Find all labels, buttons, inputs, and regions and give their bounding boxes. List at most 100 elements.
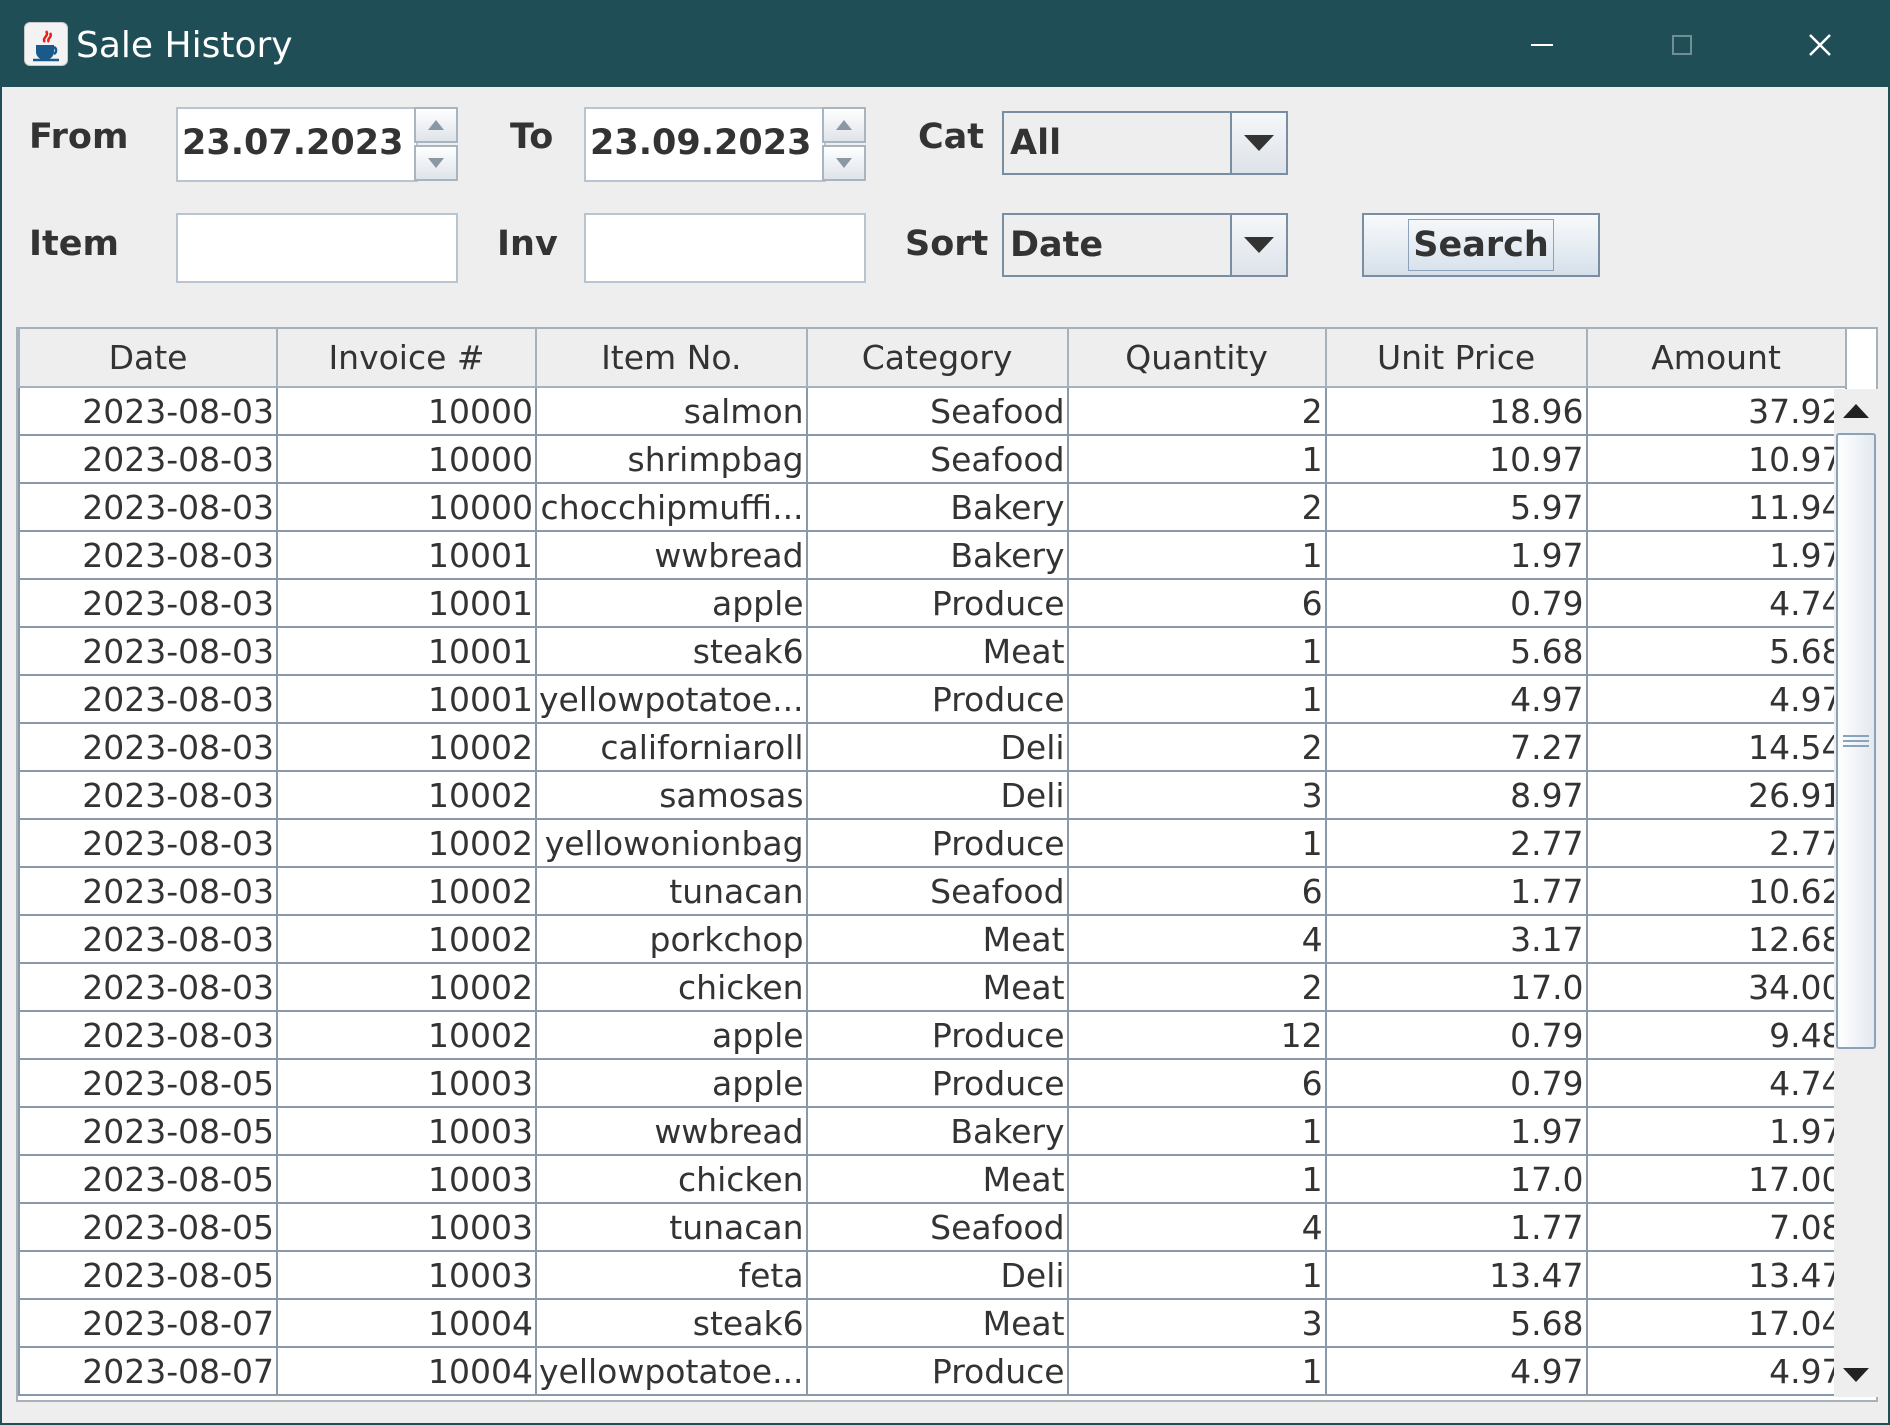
cell-unit-price[interactable]: 1.77 [1324, 1202, 1588, 1252]
to-date-spinner[interactable]: 23.09.2023 [584, 107, 866, 182]
cell-quantity[interactable]: 2 [1066, 962, 1327, 1012]
cell-item-no[interactable]: chicken [535, 1154, 808, 1204]
to-date-value[interactable]: 23.09.2023 [590, 123, 812, 163]
column-header-item-no[interactable]: Item No. [535, 329, 808, 388]
column-header-category[interactable]: Category [805, 329, 1069, 388]
cell-item-no[interactable]: feta [535, 1250, 808, 1300]
cell-category[interactable]: Produce [805, 818, 1069, 868]
table-row[interactable]: 2023-08-03 10000 salmon Seafood 2 18.96 37.92 [18, 386, 1847, 436]
cell-date[interactable]: 2023-08-05 [18, 1154, 278, 1204]
cell-quantity[interactable]: 1 [1066, 434, 1327, 484]
cell-quantity[interactable]: 4 [1066, 914, 1327, 964]
cell-category[interactable]: Produce [805, 578, 1069, 628]
cell-category[interactable]: Bakery [805, 530, 1069, 580]
cell-date[interactable]: 2023-08-07 [18, 1298, 278, 1348]
cell-category[interactable]: Bakery [805, 1106, 1069, 1156]
cell-quantity[interactable]: 2 [1066, 722, 1327, 772]
minimize-button[interactable] [1482, 2, 1602, 87]
cell-quantity[interactable]: 1 [1066, 1250, 1327, 1300]
table-row[interactable]: 2023-08-07 10004 steak6 Meat 3 5.68 17.04 [18, 1298, 1847, 1348]
cell-date[interactable]: 2023-08-05 [18, 1250, 278, 1300]
cell-date[interactable]: 2023-08-03 [18, 674, 278, 724]
cell-category[interactable]: Bakery [805, 482, 1069, 532]
table-row[interactable]: 2023-08-03 10002 tunacan Seafood 6 1.77 10.62 [18, 866, 1847, 916]
cell-category[interactable]: Meat [805, 1154, 1069, 1204]
cell-quantity[interactable]: 1 [1066, 1154, 1327, 1204]
from-date-value[interactable]: 23.07.2023 [182, 123, 404, 163]
cell-invoice[interactable]: 10001 [276, 530, 537, 580]
cell-date[interactable]: 2023-08-03 [18, 818, 278, 868]
cell-unit-price[interactable]: 7.27 [1324, 722, 1588, 772]
cell-item-no[interactable]: yellowpotatoe... [535, 1346, 808, 1396]
from-increment-button[interactable] [414, 107, 458, 143]
scroll-up-button[interactable] [1834, 389, 1878, 433]
cell-amount[interactable]: 37.92 [1585, 386, 1847, 436]
column-header-quantity[interactable]: Quantity [1066, 329, 1327, 388]
cell-invoice[interactable]: 10004 [276, 1298, 537, 1348]
cell-amount[interactable]: 26.91 [1585, 770, 1847, 820]
cell-unit-price[interactable]: 10.97 [1324, 434, 1588, 484]
cell-amount[interactable]: 5.68 [1585, 626, 1847, 676]
cell-quantity[interactable]: 1 [1066, 1106, 1327, 1156]
table-row[interactable]: 2023-08-03 10000 shrimpbag Seafood 1 10.97 10.… [18, 434, 1847, 484]
cell-invoice[interactable]: 10003 [276, 1202, 537, 1252]
cell-category[interactable]: Deli [805, 1250, 1069, 1300]
table-row[interactable]: 2023-08-03 10001 yellowpotatoe... Produce 1 4… [18, 674, 1847, 724]
cell-quantity[interactable]: 2 [1066, 482, 1327, 532]
cell-invoice[interactable]: 10003 [276, 1154, 537, 1204]
cell-quantity[interactable]: 6 [1066, 578, 1327, 628]
cell-amount[interactable]: 17.04 [1585, 1298, 1847, 1348]
cell-quantity[interactable]: 1 [1066, 530, 1327, 580]
search-button[interactable]: Search [1362, 213, 1600, 277]
cell-unit-price[interactable]: 0.79 [1324, 578, 1588, 628]
cell-item-no[interactable]: wwbread [535, 1106, 808, 1156]
cell-category[interactable]: Meat [805, 626, 1069, 676]
cell-amount[interactable]: 1.97 [1585, 530, 1847, 580]
category-combo[interactable]: All [1002, 111, 1288, 175]
cell-invoice[interactable]: 10002 [276, 962, 537, 1012]
cell-unit-price[interactable]: 17.0 [1324, 1154, 1588, 1204]
cell-unit-price[interactable]: 5.68 [1324, 1298, 1588, 1348]
cell-quantity[interactable]: 1 [1066, 626, 1327, 676]
cell-date[interactable]: 2023-08-03 [18, 482, 278, 532]
cell-date[interactable]: 2023-08-05 [18, 1202, 278, 1252]
sort-dropdown-button[interactable] [1230, 215, 1286, 275]
cell-item-no[interactable]: wwbread [535, 530, 808, 580]
cell-unit-price[interactable]: 4.97 [1324, 674, 1588, 724]
cell-date[interactable]: 2023-08-03 [18, 578, 278, 628]
cell-date[interactable]: 2023-08-03 [18, 770, 278, 820]
cell-quantity[interactable]: 3 [1066, 1298, 1327, 1348]
cell-unit-price[interactable]: 17.0 [1324, 962, 1588, 1012]
cell-item-no[interactable]: steak6 [535, 626, 808, 676]
sort-combo[interactable]: Date [1002, 213, 1288, 277]
to-decrement-button[interactable] [822, 145, 866, 181]
table-row[interactable]: 2023-08-03 10001 wwbread Bakery 1 1.97 1.97 [18, 530, 1847, 580]
cell-invoice[interactable]: 10003 [276, 1058, 537, 1108]
column-header-unit-price[interactable]: Unit Price [1324, 329, 1588, 388]
cell-unit-price[interactable]: 5.68 [1324, 626, 1588, 676]
cell-invoice[interactable]: 10001 [276, 578, 537, 628]
cell-invoice[interactable]: 10003 [276, 1106, 537, 1156]
cell-unit-price[interactable]: 13.47 [1324, 1250, 1588, 1300]
cell-unit-price[interactable]: 1.97 [1324, 1106, 1588, 1156]
from-date-spinner[interactable]: 23.07.2023 [176, 107, 458, 182]
cell-category[interactable]: Produce [805, 674, 1069, 724]
cell-item-no[interactable]: shrimpbag [535, 434, 808, 484]
cell-item-no[interactable]: californiaroll [535, 722, 808, 772]
table-row[interactable]: 2023-08-03 10002 californiaroll Deli 2 7.27 14… [18, 722, 1847, 772]
table-row[interactable]: 2023-08-03 10002 porkchop Meat 4 3.17 12.68 [18, 914, 1847, 964]
cell-item-no[interactable]: chocchipmuffi... [535, 482, 808, 532]
cell-quantity[interactable]: 2 [1066, 386, 1327, 436]
cell-date[interactable]: 2023-08-03 [18, 386, 278, 436]
cell-amount[interactable]: 14.54 [1585, 722, 1847, 772]
cell-invoice[interactable]: 10000 [276, 482, 537, 532]
title-bar[interactable]: Sale History [2, 2, 1888, 87]
cell-date[interactable]: 2023-08-03 [18, 626, 278, 676]
cell-item-no[interactable]: yellowpotatoe... [535, 674, 808, 724]
cell-category[interactable]: Produce [805, 1346, 1069, 1396]
column-header-amount[interactable]: Amount [1585, 329, 1847, 388]
cell-item-no[interactable]: tunacan [535, 866, 808, 916]
cell-category[interactable]: Seafood [805, 1202, 1069, 1252]
cell-category[interactable]: Meat [805, 962, 1069, 1012]
cell-unit-price[interactable]: 0.79 [1324, 1058, 1588, 1108]
